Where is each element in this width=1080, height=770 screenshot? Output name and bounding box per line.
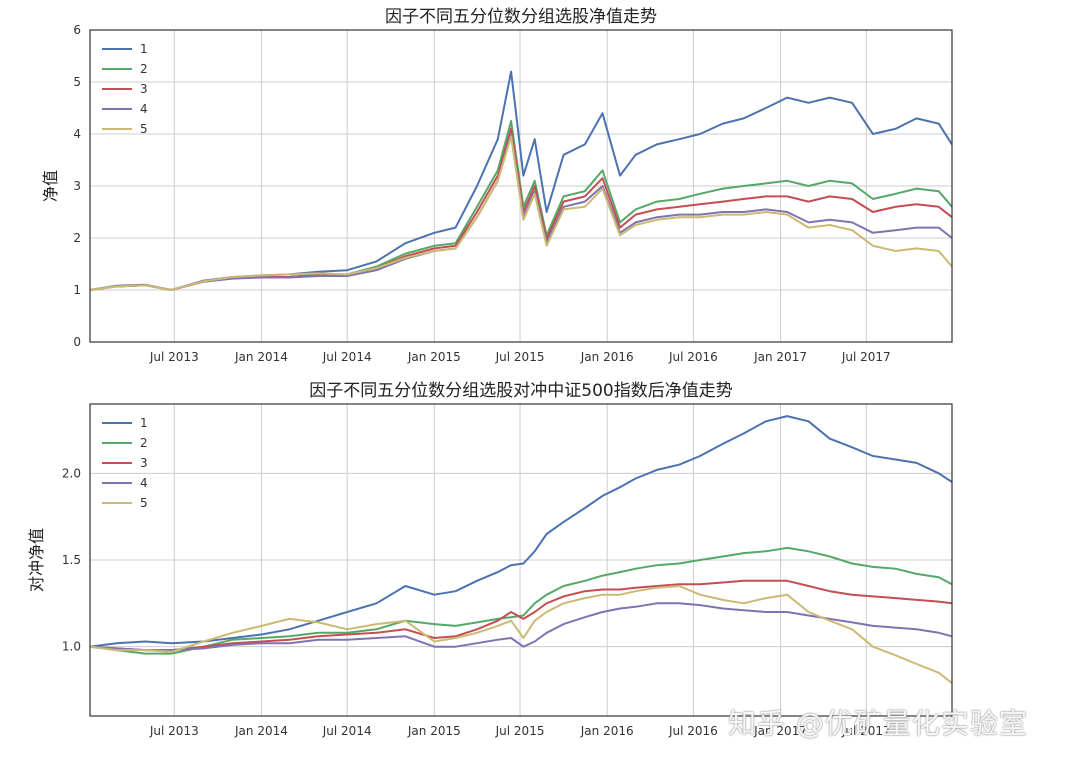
y-tick-label: 1.0 (62, 640, 81, 654)
x-tick-label: Jan 2016 (580, 350, 634, 364)
legend-label-2: 2 (140, 436, 148, 450)
series-line-5 (89, 135, 953, 291)
y-axis-label: 对冲净值 (27, 528, 46, 592)
x-tick-label: Jul 2017 (841, 350, 891, 364)
x-tick-label: Jan 2015 (407, 724, 461, 738)
legend-label-3: 3 (140, 456, 148, 470)
legend-label-1: 1 (140, 42, 148, 56)
y-tick-label: 2.0 (62, 466, 81, 480)
chart-title: 因子不同五分位数分组选股对冲中证500指数后净值走势 (309, 381, 732, 401)
x-tick-label: Jul 2015 (495, 724, 545, 738)
x-tick-label: Jan 2016 (580, 724, 634, 738)
y-tick-label: 4 (73, 127, 81, 141)
y-axis-label: 净值 (41, 170, 60, 202)
legend-label-4: 4 (140, 102, 148, 116)
y-tick-label: 0 (73, 335, 81, 349)
legend-label-5: 5 (140, 496, 148, 510)
watermark: 知乎 @优矿量化实验室 (728, 707, 1028, 740)
x-tick-label: Jul 2015 (495, 350, 545, 364)
y-tick-label: 3 (73, 179, 81, 193)
x-tick-label: Jan 2014 (234, 350, 288, 364)
x-tick-label: Jan 2017 (753, 350, 807, 364)
legend-label-5: 5 (140, 122, 148, 136)
y-tick-label: 5 (73, 75, 81, 89)
series-line-4 (89, 133, 953, 291)
y-tick-label: 1 (73, 283, 81, 297)
legend-label-2: 2 (140, 62, 148, 76)
y-tick-label: 2 (73, 231, 81, 245)
series-line-3 (89, 579, 953, 652)
chart-hedged-net-value: 1.0 1.5 2.0 Jul 2013 Jan 2014 Jul 2014 Jan 201… (27, 381, 953, 738)
series-line-2 (89, 546, 953, 655)
legend-label-1: 1 (140, 416, 148, 430)
series-line-5 (89, 585, 953, 684)
x-tick-label: Jul 2013 (149, 724, 199, 738)
legend-label-3: 3 (140, 82, 148, 96)
x-tick-label: Jul 2014 (322, 724, 372, 738)
chart-net-value: 0 1 2 3 4 5 6 Jul 2013 Jan 2014 Jul 2014 Jan 2015 J… (41, 7, 953, 364)
x-tick-label: Jul 2016 (668, 724, 718, 738)
x-tick-label: Jul 2014 (322, 350, 372, 364)
y-tick-label: 1.5 (62, 553, 81, 567)
series-line-1 (89, 415, 953, 648)
y-tick-label: 6 (73, 23, 81, 37)
legend: 1 2 3 4 5 (102, 42, 148, 136)
x-tick-label: Jan 2015 (407, 350, 461, 364)
axes-frame (89, 29, 953, 343)
x-tick-label: Jul 2017 (841, 724, 891, 738)
x-tick-label: Jan 2017 (753, 724, 807, 738)
legend: 1 2 3 4 5 (102, 416, 148, 510)
x-tick-label: Jul 2013 (149, 350, 199, 364)
x-tick-label: Jul 2016 (668, 350, 718, 364)
axes-frame (89, 403, 953, 717)
x-tick-label: Jan 2014 (234, 724, 288, 738)
chart-title: 因子不同五分位数分组选股净值走势 (385, 7, 657, 27)
legend-label-4: 4 (140, 476, 148, 490)
